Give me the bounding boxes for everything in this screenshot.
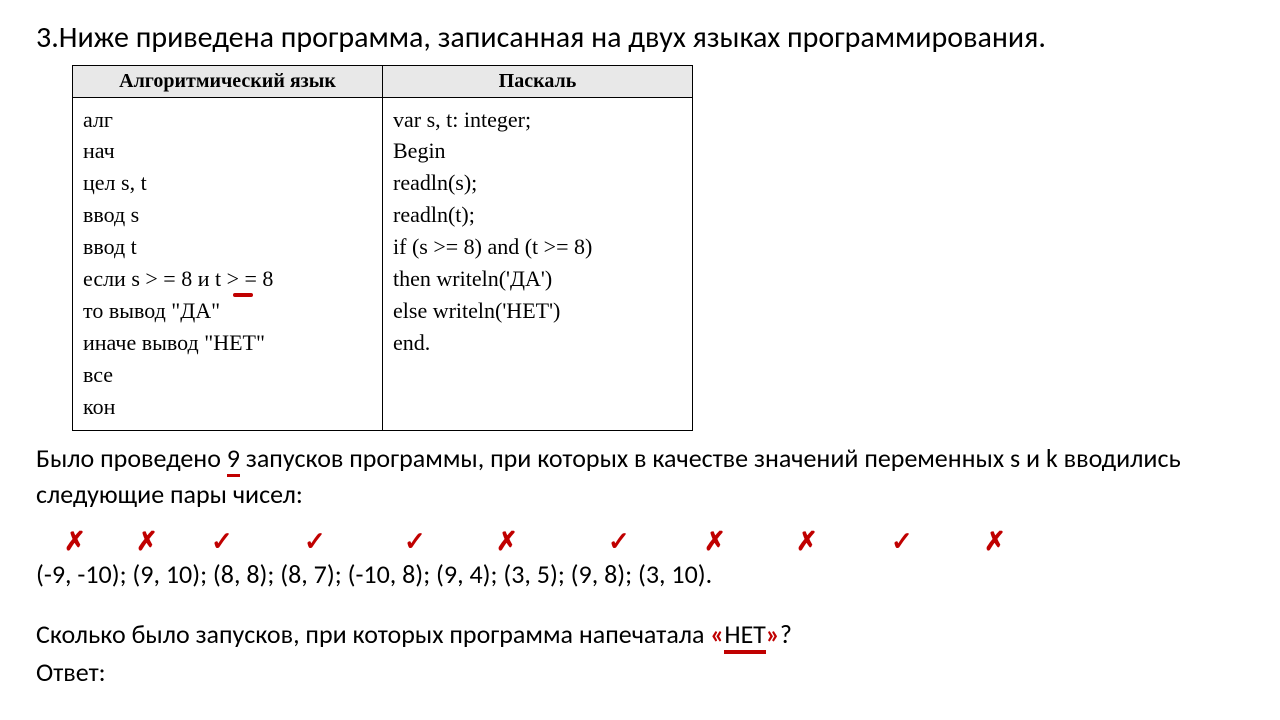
answer-label: Ответ:	[36, 656, 1244, 688]
cross-mark-icon: ✗	[496, 526, 518, 557]
code-table: Алгоритмический язык Паскаль алг нач цел…	[72, 65, 693, 432]
cross-mark-icon: ✗	[796, 526, 818, 557]
pascal-line: end.	[393, 327, 682, 359]
question-key: НЕТ	[724, 618, 765, 654]
alg-line: ввод s	[83, 199, 372, 231]
check-mark-icon: ✓	[211, 526, 233, 557]
question-text: Сколько было запусков, при которых прогр…	[36, 618, 1244, 650]
alg-line: если s > = 8 и t > = 8	[83, 263, 372, 295]
cross-mark-icon: ✗	[704, 526, 726, 557]
pascal-line: then writeln('ДА')	[393, 263, 682, 295]
pairs-text: (-9, -10); (9, 10); (8, 8); (8, 7); (-10…	[36, 558, 712, 590]
alg-line: иначе вывод "НЕТ"	[83, 327, 372, 359]
td-alg: алг нач цел s, t ввод s ввод t если s > …	[73, 97, 383, 431]
pairs-row: (-9, -10); (9, 10); (8, 8); (8, 7); (-10…	[36, 558, 1244, 590]
alg-line: ввод t	[83, 231, 372, 263]
runs-count: 9	[227, 442, 240, 477]
cross-mark-icon: ✗	[136, 526, 158, 557]
paragraph-runs: Было проведено 9 запусков программы, при…	[36, 441, 1244, 511]
alg-line: кон	[83, 391, 372, 423]
th-pascal: Паскаль	[383, 65, 693, 97]
pascal-line: else writeln('НЕТ')	[393, 295, 682, 327]
alg-line: цел s, t	[83, 167, 372, 199]
alg-line: все	[83, 359, 372, 391]
problem-title: 3.Ниже приведена программа, записанная н…	[36, 18, 1244, 59]
check-mark-icon: ✓	[304, 526, 326, 557]
pascal-line: readln(t);	[393, 199, 682, 231]
cross-mark-icon: ✗	[64, 526, 86, 557]
pascal-line: if (s >= 8) and (t >= 8)	[393, 231, 682, 263]
alg-line: алг	[83, 104, 372, 136]
check-mark-icon: ✓	[608, 526, 630, 557]
th-alg: Алгоритмический язык	[73, 65, 383, 97]
alg-line: то вывод "ДА"	[83, 295, 372, 327]
cross-mark-icon: ✗	[984, 526, 1006, 557]
pascal-line: Begin	[393, 135, 682, 167]
pascal-line: var s, t: integer;	[393, 104, 682, 136]
alg-line: нач	[83, 135, 372, 167]
check-mark-icon: ✓	[891, 526, 913, 557]
pascal-line: readln(s);	[393, 167, 682, 199]
check-mark-icon: ✓	[404, 526, 426, 557]
td-pascal: var s, t: integer; Begin readln(s); read…	[383, 97, 693, 431]
